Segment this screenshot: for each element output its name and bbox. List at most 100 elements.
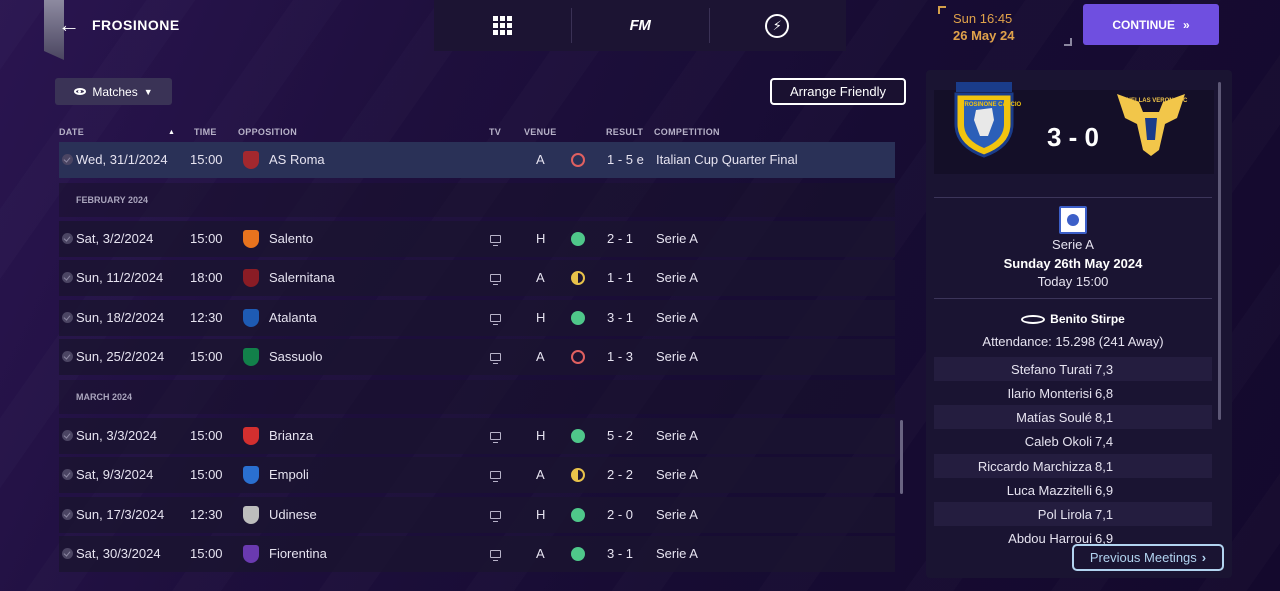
row-date: Wed, 31/1/2024: [76, 152, 168, 167]
opponent-crest-icon: [243, 545, 259, 563]
opponent-crest-icon: [243, 506, 259, 524]
row-time: 12:30: [190, 310, 223, 325]
row-competition[interactable]: Serie A: [656, 349, 698, 364]
table-row[interactable]: Sat, 9/3/2024 15:00 Empoli A 2 - 2 Serie A: [59, 457, 895, 493]
row-competition[interactable]: Serie A: [656, 428, 698, 443]
divider: [934, 298, 1212, 299]
row-competition[interactable]: Serie A: [656, 270, 698, 285]
column-header-tv[interactable]: TV: [489, 127, 502, 137]
row-opponent[interactable]: Udinese: [269, 507, 317, 522]
player-rating-row[interactable]: Luca Mazzitelli 6,9: [934, 478, 1212, 502]
check-icon: [62, 272, 73, 283]
panel-scrollbar[interactable]: [1218, 82, 1221, 420]
table-row[interactable]: Sun, 25/2/2024 15:00 Sassuolo A 1 - 3 Serie A: [59, 339, 895, 375]
previous-meetings-button[interactable]: Previous Meetings ›: [1072, 544, 1224, 571]
view-dropdown[interactable]: Matches ▼: [55, 78, 172, 105]
row-time: 15:00: [190, 349, 223, 364]
table-row[interactable]: Sat, 30/3/2024 15:00 Fiorentina A 3 - 1 Serie…: [59, 536, 895, 572]
opponent-crest-icon: [243, 230, 259, 248]
row-opponent[interactable]: Brianza: [269, 428, 314, 443]
row-competition[interactable]: Serie A: [656, 546, 698, 561]
column-header-time[interactable]: TIME: [194, 127, 217, 137]
row-result[interactable]: 2 - 1: [607, 231, 634, 246]
row-time: 15:00: [190, 467, 223, 482]
fm-logo: FM: [629, 17, 651, 34]
row-venue: H: [536, 428, 546, 443]
player-rating-row[interactable]: Riccardo Marchizza 8,1: [934, 454, 1212, 478]
column-header-opposition[interactable]: OPPOSITION: [238, 127, 298, 137]
match-competition: Serie A: [1052, 237, 1094, 252]
table-row[interactable]: Sun, 17/3/2024 12:30 Udinese H 2 - 0 Serie A: [59, 497, 895, 533]
player-rating-row[interactable]: Abdou Harroui 6,9: [934, 526, 1212, 550]
column-header-date[interactable]: DATE: [59, 127, 85, 137]
row-opponent[interactable]: Salento: [269, 231, 314, 246]
player-rating-row[interactable]: Stefano Turati 7,3: [934, 357, 1212, 381]
month-label: MARCH 2024: [76, 392, 133, 402]
row-result[interactable]: 3 - 1: [607, 310, 634, 325]
row-venue: A: [536, 152, 545, 167]
game-date[interactable]: Sun 16:45 26 May 24: [938, 6, 1072, 46]
row-result[interactable]: 2 - 0: [607, 507, 634, 522]
match-date: Sunday 26th May 2024: [1003, 256, 1143, 271]
sort-ascending-icon: ▲: [168, 129, 175, 136]
result-indicator-icon: [571, 508, 585, 522]
table-row[interactable]: Sun, 18/2/2024 12:30 Atalanta H 3 - 1 Serie A: [59, 300, 895, 336]
row-date: Sun, 11/2/2024: [76, 270, 164, 285]
table-row[interactable]: Wed, 31/1/2024 15:00 AS Roma A 1 - 5 e Italia…: [59, 142, 895, 178]
month-label: FEBRUARY 2024: [76, 195, 149, 205]
tv-icon: [490, 235, 501, 246]
row-result[interactable]: 1 - 3: [607, 349, 634, 364]
player-rating-row[interactable]: Pol Lirola 7,1: [934, 502, 1212, 526]
quick-action-button[interactable]: ⚡: [708, 0, 846, 51]
row-opponent[interactable]: Fiorentina: [269, 546, 327, 561]
row-result[interactable]: 1 - 1: [607, 270, 634, 285]
row-competition[interactable]: Italian Cup Quarter Final: [656, 152, 798, 167]
player-rating-row[interactable]: Ilario Monterisi 6,8: [934, 381, 1212, 405]
row-opponent[interactable]: AS Roma: [269, 152, 325, 167]
row-competition[interactable]: Serie A: [656, 231, 698, 246]
column-header-result[interactable]: RESULT: [606, 127, 644, 137]
grid-icon: [493, 16, 513, 35]
player-rating-row[interactable]: Matías Soulé 8,1: [934, 405, 1212, 429]
fm-home-button[interactable]: FM: [571, 0, 708, 51]
table-row[interactable]: Sat, 3/2/2024 15:00 Salento H 2 - 1 Serie A: [59, 221, 895, 257]
table-scrollbar[interactable]: [900, 420, 903, 494]
frosinone-crest-icon: [954, 82, 1014, 158]
arrange-friendly-button[interactable]: Arrange Friendly: [770, 78, 906, 105]
player-rating-row[interactable]: Caleb Okoli 7,4: [934, 429, 1212, 453]
continue-button[interactable]: CONTINUE »: [1083, 4, 1219, 45]
club-title: FROSINONE: [92, 17, 180, 33]
column-header-competition[interactable]: COMPETITION: [654, 127, 720, 137]
opponent-crest-icon: [243, 427, 259, 445]
table-row[interactable]: Sun, 11/2/2024 18:00 Salernitana A 1 - 1 Seri…: [59, 260, 895, 296]
row-time: 15:00: [190, 428, 223, 443]
row-opponent[interactable]: Empoli: [269, 467, 309, 482]
row-result[interactable]: 3 - 1: [607, 546, 634, 561]
opponent-crest-icon: [243, 309, 259, 327]
row-venue: A: [536, 467, 545, 482]
row-competition[interactable]: Serie A: [656, 310, 698, 325]
tv-icon: [490, 511, 501, 522]
player-name: Matías Soulé: [1016, 410, 1092, 425]
menu-grid-button[interactable]: [434, 0, 571, 51]
row-date: Sat, 9/3/2024: [76, 467, 154, 482]
row-result[interactable]: 2 - 2: [607, 467, 634, 482]
player-name: Caleb Okoli: [1024, 434, 1092, 449]
tv-icon: [490, 274, 501, 285]
back-arrow-icon[interactable]: ←: [58, 12, 80, 37]
row-opponent[interactable]: Sassuolo: [269, 349, 323, 364]
tv-icon: [490, 550, 501, 561]
column-header-venue[interactable]: VENUE: [524, 127, 557, 137]
row-date: Sun, 17/3/2024: [76, 507, 165, 522]
row-venue: H: [536, 507, 546, 522]
player-rating: 6,8: [1095, 386, 1114, 401]
table-row[interactable]: Sun, 3/3/2024 15:00 Brianza H 5 - 2 Serie A: [59, 418, 895, 454]
row-result[interactable]: 1 - 5 e: [607, 152, 644, 167]
row-opponent[interactable]: Salernitana: [269, 270, 335, 285]
row-result[interactable]: 5 - 2: [607, 428, 634, 443]
row-venue: A: [536, 546, 545, 561]
row-competition[interactable]: Serie A: [656, 507, 698, 522]
row-opponent[interactable]: Atalanta: [269, 310, 317, 325]
player-name: Stefano Turati: [1011, 362, 1092, 377]
row-competition[interactable]: Serie A: [656, 467, 698, 482]
